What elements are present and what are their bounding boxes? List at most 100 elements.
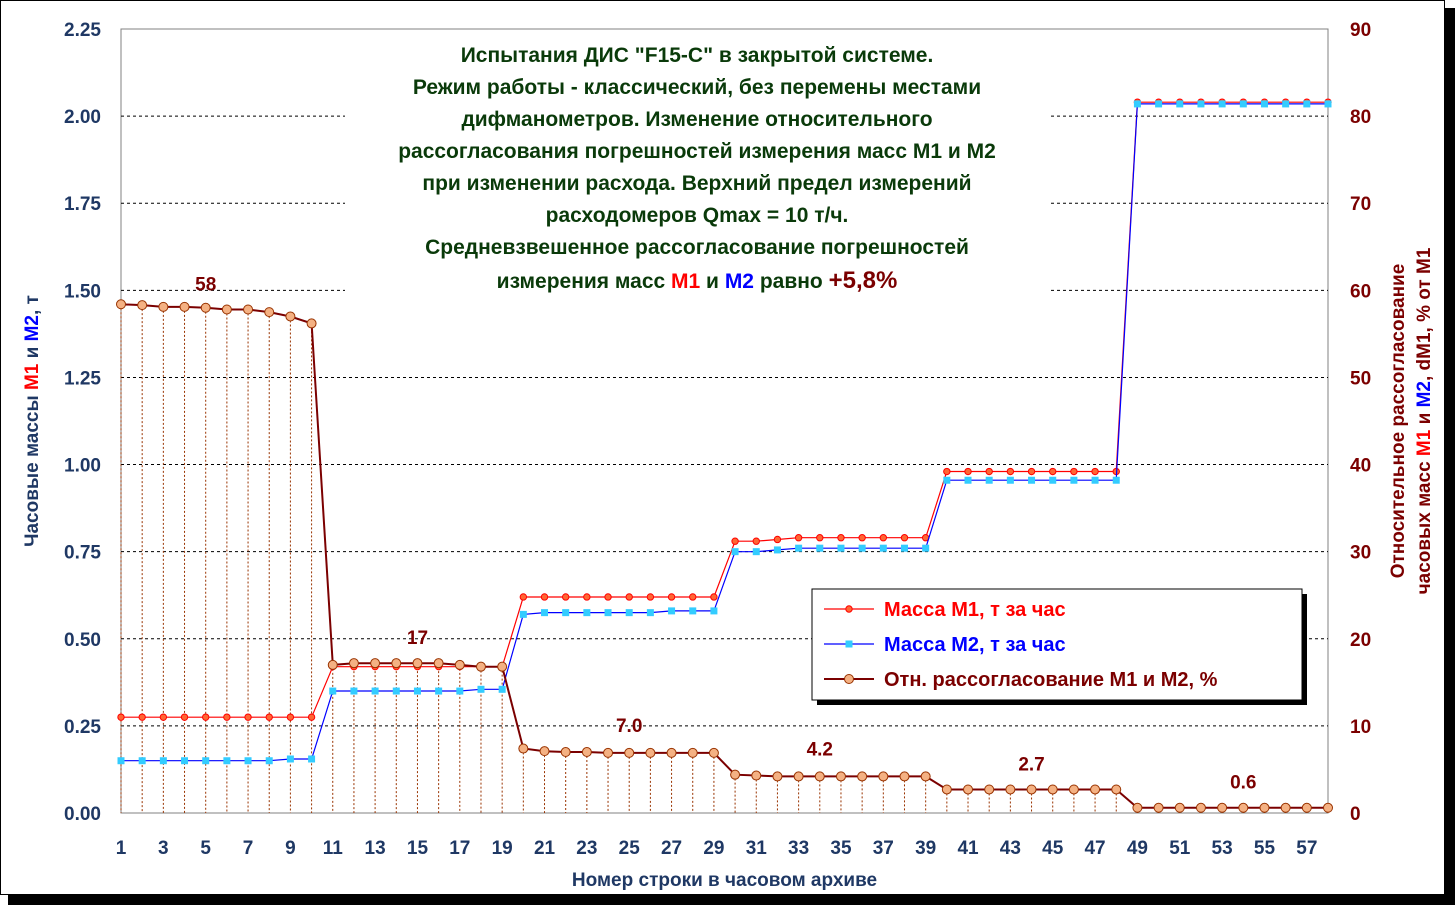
data-point xyxy=(857,771,868,782)
data-point xyxy=(814,771,825,782)
data-point xyxy=(689,593,697,601)
data-point xyxy=(307,713,316,721)
data-point xyxy=(899,771,910,782)
y-left-axis-label: Часовые массы М1 и М2, т xyxy=(22,295,43,547)
data-point xyxy=(816,534,824,542)
data-point xyxy=(138,757,146,765)
data-point xyxy=(1197,100,1205,108)
data-point xyxy=(137,300,148,311)
title-background xyxy=(345,38,1050,298)
data-point xyxy=(1006,467,1015,476)
data-point xyxy=(964,476,972,484)
legend-marker xyxy=(845,640,853,648)
x-tick-label: 31 xyxy=(746,838,768,859)
data-point xyxy=(1238,802,1249,813)
y-right-label-suffix: , dM1, % от М1 xyxy=(1414,247,1435,381)
data-point xyxy=(265,713,273,721)
data-point xyxy=(837,544,845,552)
data-point xyxy=(519,593,528,601)
data-point xyxy=(963,784,974,795)
data-point xyxy=(265,757,273,765)
data-point xyxy=(1217,802,1228,813)
data-point xyxy=(1005,784,1016,795)
data-point xyxy=(158,301,169,312)
y-right-tick-label: 80 xyxy=(1350,107,1371,128)
x-tick-label: 35 xyxy=(830,838,852,859)
legend-label: Отн. рассогласование М1 и М2, % xyxy=(884,669,1218,691)
data-point xyxy=(624,747,635,758)
data-point xyxy=(116,299,126,310)
data-point xyxy=(223,713,231,721)
x-tick-label: 55 xyxy=(1254,838,1276,859)
data-point xyxy=(1218,100,1226,108)
data-point xyxy=(285,311,296,322)
data-point xyxy=(604,609,612,617)
data-label: 58 xyxy=(195,274,216,295)
legend: Масса М1, т за час Масса М2, т за час Отн.… xyxy=(811,588,1307,705)
data-point xyxy=(751,770,762,781)
data-point xyxy=(286,713,295,721)
data-point xyxy=(286,755,294,763)
data-label: 4.2 xyxy=(807,740,833,761)
data-label: 2.7 xyxy=(1018,754,1044,775)
data-point xyxy=(879,534,888,542)
y-left-tick-label: 2.25 xyxy=(64,20,101,41)
data-point xyxy=(1090,784,1101,795)
data-point xyxy=(264,307,275,318)
y-right-label-m2: М2 xyxy=(1414,381,1435,407)
data-point xyxy=(941,784,952,795)
data-point xyxy=(710,607,718,615)
y-right-tick-label: 70 xyxy=(1350,194,1371,215)
y-left-label-prefix: Часовые массы xyxy=(22,390,43,547)
x-tick-label: 9 xyxy=(285,838,296,859)
data-point xyxy=(1049,476,1057,484)
data-point xyxy=(964,467,972,476)
data-point xyxy=(668,607,676,615)
data-point xyxy=(581,747,592,758)
y-left-label-and: и xyxy=(22,341,43,363)
data-point xyxy=(371,687,379,695)
x-tick-label: 39 xyxy=(915,838,936,859)
data-point xyxy=(773,546,781,554)
title-line: дифманометров. Изменение относительного xyxy=(461,108,932,131)
data-point xyxy=(1303,100,1311,108)
x-tick-label: 1 xyxy=(116,838,127,859)
y-left-tick-label: 0.00 xyxy=(64,804,101,825)
data-point xyxy=(1047,784,1058,795)
data-point xyxy=(920,771,931,782)
data-point xyxy=(181,757,189,765)
x-tick-label: 29 xyxy=(703,838,724,859)
x-tick-label: 21 xyxy=(534,838,556,859)
data-point xyxy=(350,687,358,695)
y-left-tick-label: 1.25 xyxy=(64,368,101,389)
data-point xyxy=(687,747,698,758)
legend-marker xyxy=(845,605,853,613)
data-point xyxy=(1091,467,1099,476)
data-point xyxy=(329,687,337,695)
data-point xyxy=(1282,100,1290,108)
data-point xyxy=(625,593,633,601)
data-point xyxy=(1068,784,1079,795)
data-point xyxy=(1323,802,1333,813)
y-right-tick-label: 10 xyxy=(1350,717,1371,738)
x-tick-label: 25 xyxy=(619,838,641,859)
data-point xyxy=(560,747,571,758)
x-tick-label: 41 xyxy=(957,838,979,859)
data-point xyxy=(223,757,231,765)
data-point xyxy=(667,593,676,601)
data-point xyxy=(1174,802,1185,813)
data-point xyxy=(159,713,168,721)
data-point xyxy=(603,747,614,758)
x-tick-label: 57 xyxy=(1296,838,1317,859)
data-point xyxy=(583,609,591,617)
data-point xyxy=(900,534,909,542)
x-tick-label: 19 xyxy=(492,838,513,859)
data-point xyxy=(477,685,485,693)
y-left-tick-label: 0.50 xyxy=(64,630,101,651)
data-point xyxy=(180,713,189,721)
x-tick-label: 3 xyxy=(158,838,169,859)
data-point xyxy=(793,771,804,782)
data-point xyxy=(541,609,549,617)
data-point xyxy=(561,593,570,601)
